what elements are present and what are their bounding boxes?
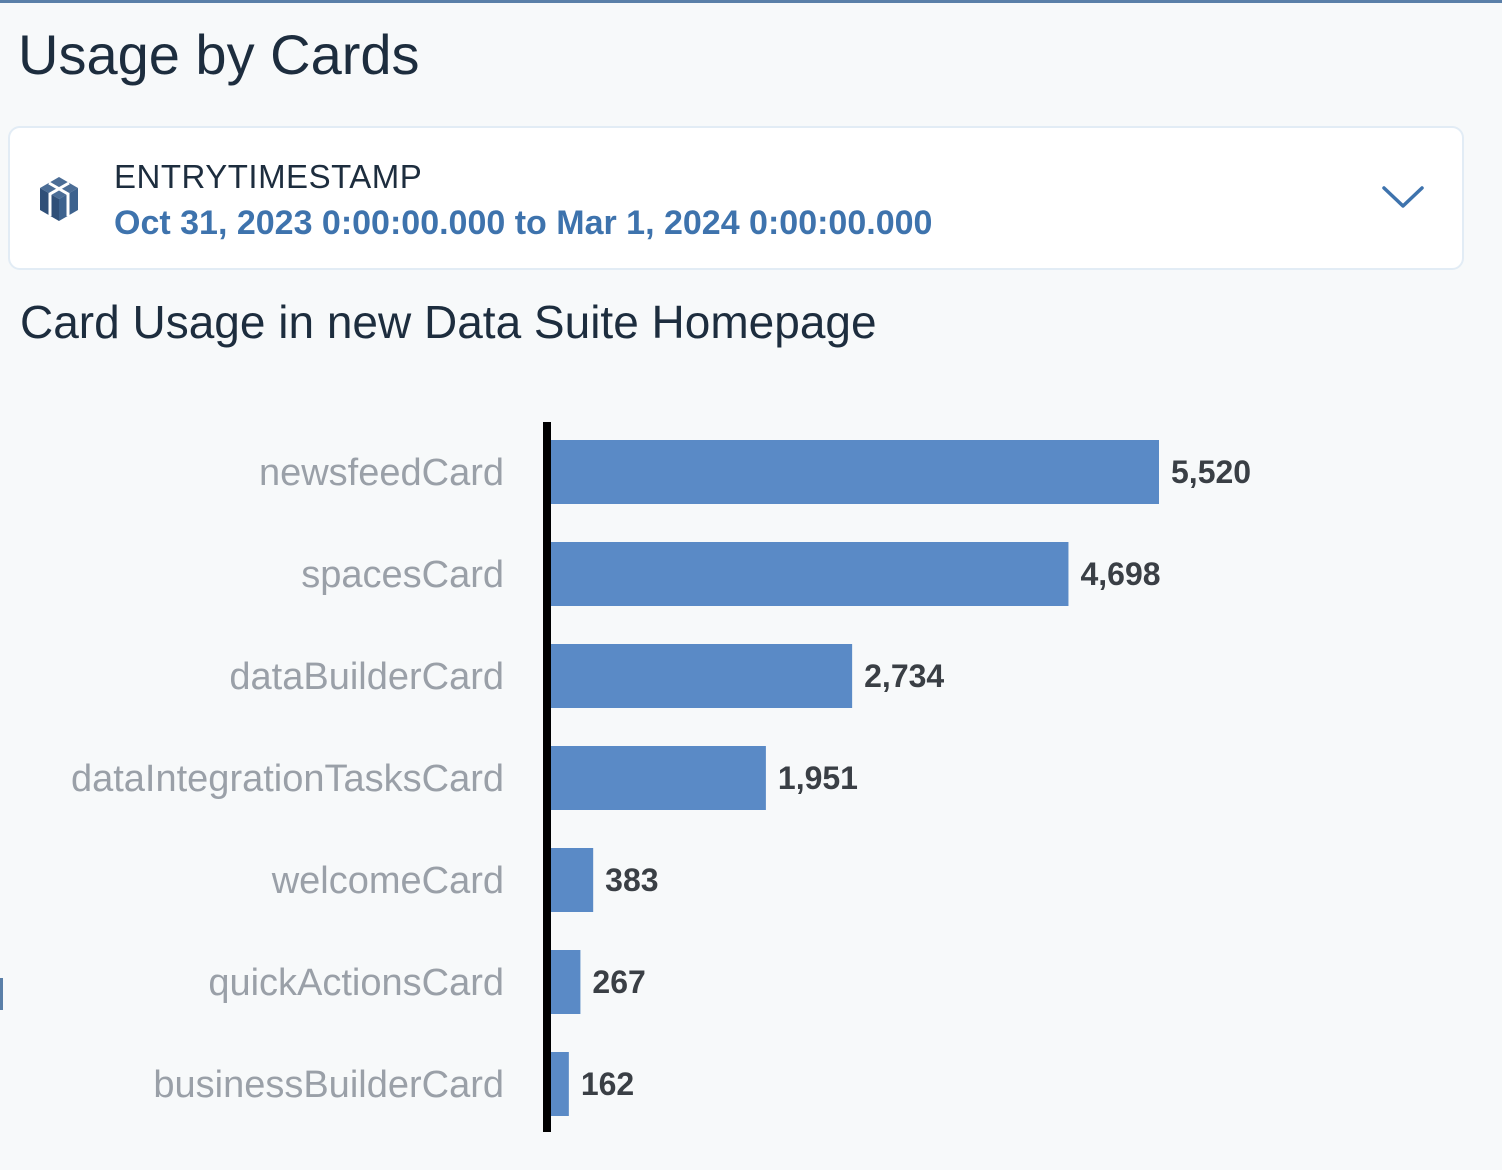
value-label: 1,951 bbox=[778, 760, 858, 796]
top-border bbox=[0, 0, 1502, 3]
category-label: spacesCard bbox=[301, 554, 504, 596]
bar[interactable] bbox=[551, 950, 581, 1014]
chevron-down-icon[interactable] bbox=[1380, 180, 1426, 212]
bar[interactable] bbox=[551, 644, 853, 708]
filter-label: ENTRYTIMESTAMP bbox=[114, 158, 423, 195]
value-label: 5,520 bbox=[1171, 454, 1251, 490]
chart-title: Card Usage in new Data Suite Homepage bbox=[20, 296, 877, 348]
page-title: Usage by Cards bbox=[18, 23, 420, 86]
bar[interactable] bbox=[551, 1052, 569, 1116]
edge-marker bbox=[0, 978, 3, 1010]
category-label: dataBuilderCard bbox=[229, 656, 504, 698]
category-label: dataIntegrationTasksCard bbox=[71, 758, 504, 800]
value-label: 267 bbox=[592, 964, 645, 1000]
value-label: 2,734 bbox=[864, 658, 944, 694]
date-range-filter[interactable]: ENTRYTIMESTAMP Oct 31, 2023 0:00:00.000 … bbox=[8, 126, 1464, 270]
value-label: 162 bbox=[581, 1066, 634, 1102]
category-label: welcomeCard bbox=[271, 860, 504, 902]
value-label: 383 bbox=[605, 862, 658, 898]
cube-icon bbox=[40, 177, 78, 221]
value-label: 4,698 bbox=[1080, 556, 1160, 592]
bar[interactable] bbox=[551, 542, 1069, 606]
filter-value: Oct 31, 2023 0:00:00.000 to Mar 1, 2024 … bbox=[114, 204, 933, 242]
category-label: newsfeedCard bbox=[259, 452, 504, 494]
bar[interactable] bbox=[551, 848, 594, 912]
category-label: quickActionsCard bbox=[208, 962, 504, 1004]
bar[interactable] bbox=[551, 746, 766, 810]
bar[interactable] bbox=[551, 440, 1159, 504]
category-label: businessBuilderCard bbox=[153, 1064, 504, 1106]
